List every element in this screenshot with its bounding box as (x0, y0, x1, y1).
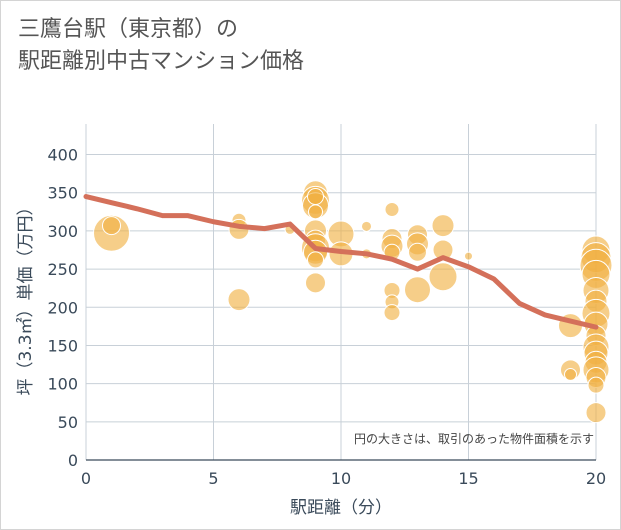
x-tick-label: 10 (331, 469, 351, 488)
y-axis-title: 坪（3.3㎡）単価（万円） (16, 198, 36, 395)
x-tick-label: 15 (458, 469, 478, 488)
trend-line (83, 194, 599, 330)
bubble (307, 251, 324, 269)
x-tick-label: 20 (586, 469, 606, 488)
bubble (564, 367, 577, 381)
axes: 0 50 100 150 200 250 300 350 400 0 5 10 15 20 (47, 146, 606, 488)
x-tick-label: 0 (81, 469, 91, 488)
bubble (308, 204, 323, 220)
y-tick-label: 100 (47, 375, 78, 394)
bubble (305, 272, 326, 294)
trend-line-group (83, 194, 599, 330)
bubble (428, 262, 458, 292)
chart-title: 三鷹台駅（東京都）の 駅距離別中古マンション価格 (18, 14, 304, 78)
bubble (361, 220, 372, 232)
grid (85, 124, 597, 461)
bubble (307, 188, 324, 206)
bubble (384, 202, 400, 218)
bubble (464, 251, 473, 261)
y-tick-label: 400 (47, 146, 78, 165)
x-axis-title: 駅距離（分） (290, 498, 392, 518)
title-line-1: 三鷹台駅（東京都）の (18, 17, 239, 42)
bubble (102, 216, 121, 236)
bubble (408, 242, 427, 262)
y-tick-label: 350 (47, 184, 78, 203)
x-tick-label: 5 (208, 469, 218, 488)
bubble (587, 376, 605, 394)
y-tick-label: 150 (47, 336, 78, 355)
bubbles (93, 180, 613, 424)
title-line-2: 駅距離別中古マンション価格 (18, 49, 305, 74)
y-tick-label: 0 (68, 451, 78, 470)
y-tick-label: 300 (47, 222, 78, 241)
bubble (227, 288, 251, 312)
bubble (404, 276, 431, 304)
bubble (383, 304, 401, 322)
y-tick-label: 50 (58, 413, 78, 432)
y-tick-label: 250 (47, 260, 78, 279)
y-tick-label: 200 (47, 298, 78, 317)
bubble (585, 402, 607, 424)
bubble (431, 214, 455, 238)
size-annotation: 円の大きさは、取引のあった物件面積を示す (354, 431, 594, 446)
